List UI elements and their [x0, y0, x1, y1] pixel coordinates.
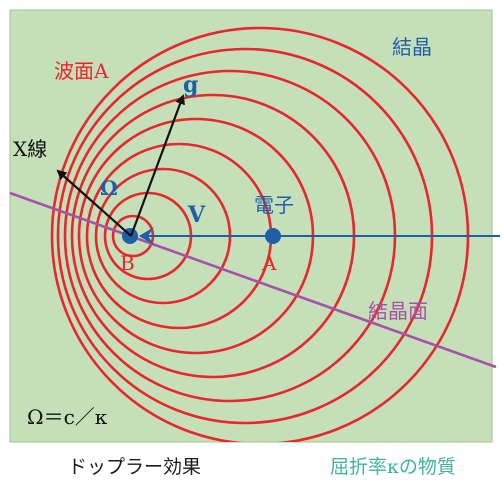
velocity-label: V — [187, 202, 206, 228]
electron-label: 電子 — [254, 193, 294, 217]
crystal-plane-line — [9, 191, 497, 369]
g-vector-arrow — [129, 94, 185, 237]
point-b-label: B — [120, 251, 135, 275]
doppler-caption: ドップラー効果 — [68, 456, 202, 478]
omega-label: Ω — [100, 176, 118, 200]
xray-arrow — [56, 169, 132, 237]
crystal-region — [9, 9, 493, 443]
xray-label: X線 — [13, 137, 47, 161]
point-a-dot — [265, 228, 281, 244]
crystal-label: 結晶 — [392, 35, 432, 59]
velocity-arrowhead — [139, 227, 154, 245]
wavefront-label: 波面A — [54, 59, 109, 83]
crystal-plane-label: 結晶面 — [368, 299, 428, 323]
g-vector-label: g — [183, 72, 198, 98]
speed-relation-label: Ω＝c／κ — [27, 405, 108, 429]
point-a-label: A — [261, 251, 277, 275]
material-caption: 屈折率κの物質 — [330, 456, 456, 478]
